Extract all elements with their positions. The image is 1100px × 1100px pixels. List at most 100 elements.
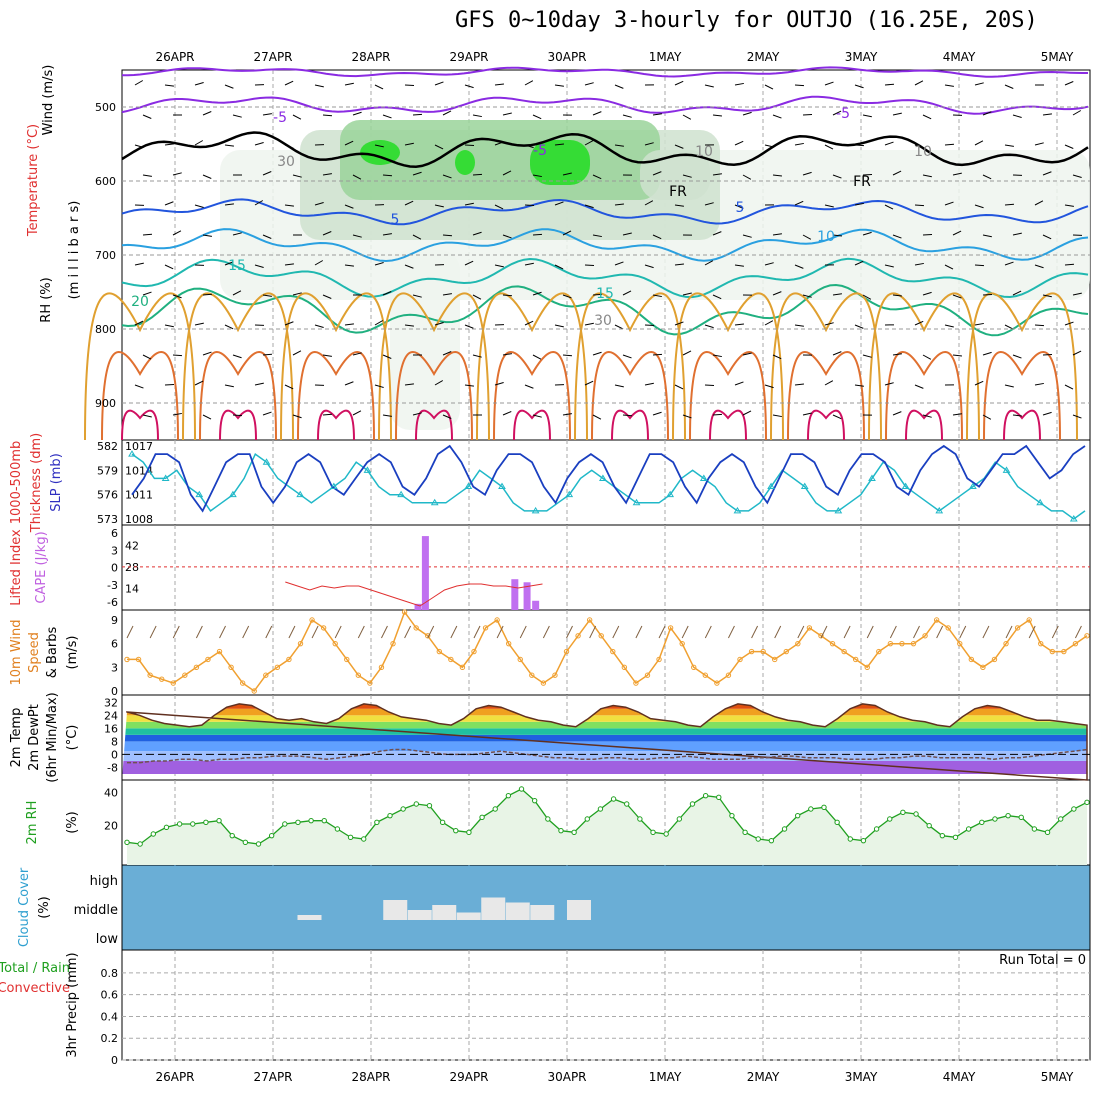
wind-barb — [584, 380, 594, 386]
wind-barb — [374, 262, 384, 266]
wind-barb — [262, 294, 272, 297]
wind-barb-10m — [265, 625, 273, 639]
wind-barb — [832, 110, 842, 116]
wind-speed-marker — [471, 648, 477, 655]
wind-barb — [832, 234, 843, 237]
wind-speed-marker — [957, 640, 963, 647]
date-label-top: 3MAY — [845, 50, 878, 64]
rh-marker — [492, 806, 498, 812]
wind-barb — [172, 294, 182, 299]
side-label: Speed — [27, 632, 42, 673]
rh-marker — [413, 801, 420, 807]
wind-barb — [824, 204, 834, 208]
wind-barb — [652, 113, 662, 116]
date-label-bottom: 29APR — [449, 1070, 488, 1084]
wind-barb — [884, 83, 895, 86]
thickness-marker — [800, 482, 809, 490]
wind-barb — [532, 354, 542, 360]
cape-tick-label: 42 — [125, 539, 139, 552]
temp-tick-label: 16 — [104, 722, 118, 735]
wind-barb — [854, 144, 865, 147]
rh-marker — [545, 816, 551, 822]
wind-tick-label: 0 — [111, 685, 118, 698]
wind-barb-10m — [1074, 625, 1082, 639]
wind-barb — [284, 321, 294, 326]
wind-barb — [854, 260, 864, 266]
wind-barb — [524, 384, 534, 389]
rh-marker — [624, 801, 630, 807]
wind-barb — [772, 114, 782, 119]
wind-barb — [382, 233, 392, 236]
wind-barb — [224, 261, 234, 266]
wind-barb — [1072, 174, 1082, 178]
wind-tick-label: 3 — [111, 661, 118, 674]
temperature-band — [122, 721, 1087, 729]
side-label: (%) — [37, 896, 52, 919]
rh-marker — [637, 816, 643, 822]
wind-barb — [494, 264, 504, 268]
wind-barb — [1034, 142, 1044, 146]
rh-marker — [387, 812, 393, 819]
side-label: 2m Temp — [9, 708, 24, 768]
rh-marker — [426, 802, 433, 809]
wind-speed-marker — [459, 664, 466, 671]
wind-barb-10m — [126, 625, 134, 639]
wind-barb-10m — [959, 625, 967, 639]
rh-marker — [1018, 814, 1024, 821]
temperature-contour — [121, 198, 1089, 226]
boundary-layer-contour — [395, 351, 473, 441]
wind-barb — [202, 351, 212, 356]
slp-line — [131, 444, 1086, 513]
boundary-layer-contour — [770, 292, 882, 441]
wind-barb — [472, 114, 482, 118]
wind-barb — [442, 234, 453, 237]
precip-tick-label: 0.4 — [101, 1010, 119, 1023]
run-total-label: Run Total = 0 — [999, 953, 1086, 968]
wind-barb-10m — [242, 625, 250, 639]
panel-frame-wind — [121, 609, 1091, 696]
wind-barb — [644, 142, 654, 146]
wind-barb — [172, 230, 182, 236]
wind-barb — [652, 171, 662, 176]
wind-barb — [614, 144, 624, 147]
wind-barb — [764, 144, 774, 148]
wind-barb — [734, 264, 744, 267]
li-tick-label: -6 — [107, 596, 118, 609]
wind-barb — [892, 234, 902, 239]
wind-barb — [742, 352, 752, 356]
cloud-bar — [297, 915, 322, 920]
wind-barb — [674, 321, 684, 326]
wind-barb — [742, 410, 752, 416]
wind-barb — [704, 202, 714, 206]
rh-tick-label: 20 — [104, 820, 118, 833]
wind-barb-10m — [751, 625, 759, 639]
cape-tick-label: 28 — [125, 561, 139, 574]
thickness-tick-label: 576 — [97, 489, 118, 502]
boundary-layer-contour — [476, 292, 588, 441]
wind-barb — [884, 141, 894, 146]
side-label: RH (%) — [39, 277, 54, 322]
wind-barb — [982, 414, 992, 420]
boundary-layer-contour — [84, 292, 196, 441]
wind-barb-10m — [866, 625, 874, 639]
wind-barb — [494, 141, 504, 146]
wind-barb — [134, 144, 144, 148]
wind-barb — [382, 414, 392, 417]
wind-speed-marker — [263, 672, 269, 678]
rh-marker — [150, 831, 157, 837]
wind-speed-marker — [448, 656, 454, 663]
wind-barb — [134, 80, 144, 86]
thickness-marker — [1069, 515, 1078, 522]
wind-barb — [592, 293, 603, 296]
wind-barb — [562, 172, 572, 176]
boundary-layer-contour — [415, 409, 453, 441]
wind-barb — [1064, 384, 1074, 390]
wind-speed-marker — [795, 640, 801, 647]
wind-barb — [652, 294, 662, 298]
wind-speed-marker — [980, 664, 986, 671]
wind-barb — [764, 84, 774, 90]
thickness-marker — [262, 458, 271, 465]
wind-barb — [1064, 263, 1075, 266]
wind-barb — [622, 232, 632, 236]
wind-barb — [794, 264, 804, 269]
